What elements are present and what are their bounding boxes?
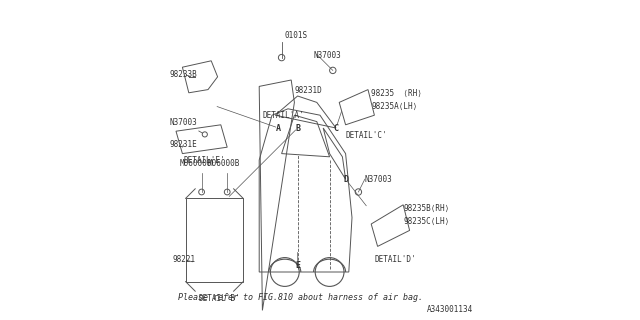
Text: 0101S: 0101S xyxy=(285,31,308,40)
Text: N37003: N37003 xyxy=(314,51,341,60)
Text: 98235C⟨LH⟩: 98235C⟨LH⟩ xyxy=(403,217,449,226)
Text: 98221: 98221 xyxy=(173,255,196,264)
Text: 98231E: 98231E xyxy=(170,140,197,149)
Text: DETAIL'B': DETAIL'B' xyxy=(198,294,240,303)
Text: DETAIL'E': DETAIL'E' xyxy=(184,156,226,165)
Text: 98235B⟨RH⟩: 98235B⟨RH⟩ xyxy=(403,204,449,213)
Text: DETAIL'D': DETAIL'D' xyxy=(374,255,416,264)
Text: 98235  ⟨RH⟩: 98235 ⟨RH⟩ xyxy=(371,89,422,98)
Text: DETAIL'A': DETAIL'A' xyxy=(262,111,304,120)
Text: N37003: N37003 xyxy=(365,175,392,184)
Text: N37003: N37003 xyxy=(170,118,202,133)
Text: 98233B: 98233B xyxy=(170,70,197,79)
Text: D: D xyxy=(343,175,348,184)
Text: B: B xyxy=(295,124,300,132)
Text: 98231D: 98231D xyxy=(294,86,322,95)
Text: C: C xyxy=(333,124,339,132)
Text: A343001134: A343001134 xyxy=(428,305,474,314)
Text: 98235A⟨LH⟩: 98235A⟨LH⟩ xyxy=(371,102,417,111)
Text: M06000B: M06000B xyxy=(208,159,241,168)
Text: M060008: M060008 xyxy=(179,159,212,168)
Text: DETAIL'C': DETAIL'C' xyxy=(346,131,387,140)
Text: Please refer to FIG.810 about harness of air bag.: Please refer to FIG.810 about harness of… xyxy=(179,293,423,302)
Text: A: A xyxy=(276,124,281,132)
Text: E: E xyxy=(295,261,300,270)
